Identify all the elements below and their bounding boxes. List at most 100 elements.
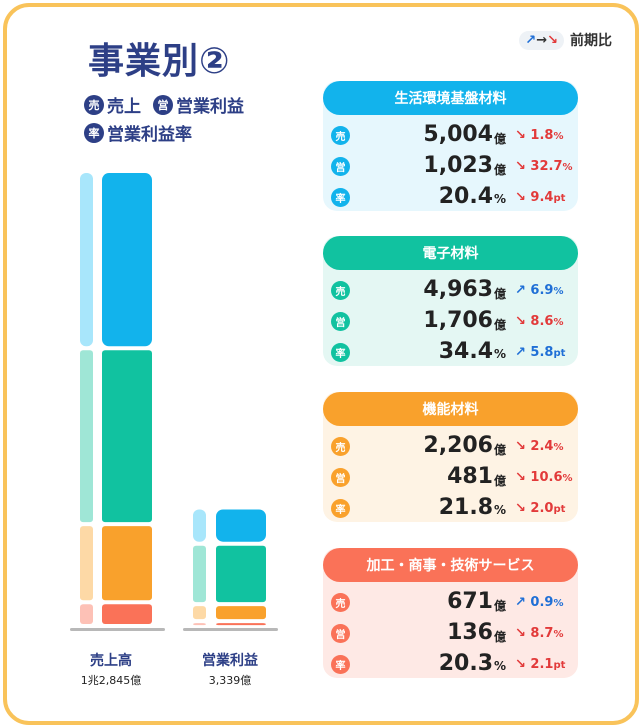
metric-value: 136 bbox=[447, 620, 493, 645]
metric-tag-icon: 売 bbox=[331, 593, 350, 612]
metric-change: ↘ 8.6% bbox=[515, 314, 563, 329]
trend-up-icon: ↗ bbox=[515, 595, 531, 610]
compare-label: 前期比 bbox=[570, 33, 612, 49]
segment-card-title: 加工・商事・技術サービス bbox=[323, 548, 578, 582]
x-label-sales: 売上高 bbox=[90, 653, 132, 669]
trend-down-icon: ↘ bbox=[515, 501, 531, 516]
trend-down-icon: ↘ bbox=[515, 314, 531, 329]
x-total-sales: 1兆2,845億 bbox=[80, 674, 142, 687]
metric-change-unit: % bbox=[553, 131, 564, 142]
metric-change-unit: % bbox=[553, 442, 564, 453]
metric-row: 売 671 億 ↗ 0.9% bbox=[323, 587, 578, 618]
metric-value: 20.3 bbox=[438, 651, 493, 676]
metric-change-unit: pt bbox=[553, 193, 566, 204]
metric-tag-icon: 売 bbox=[331, 126, 350, 145]
trend-down-icon: ↘ bbox=[515, 190, 531, 205]
metric-tag-icon: 売 bbox=[331, 437, 350, 456]
metric-tag-icon: 営 bbox=[331, 468, 350, 487]
metric-tag-icon: 営 bbox=[331, 312, 350, 331]
metric-change: ↘ 2.0pt bbox=[515, 501, 565, 516]
segment-card-title: 生活環境基盤材料 bbox=[323, 81, 578, 115]
bar-0-shadow-1 bbox=[80, 350, 93, 523]
metric-unit: 億 bbox=[494, 630, 507, 644]
compare-arrows: ↗→↘ bbox=[519, 30, 564, 50]
metric-unit: 億 bbox=[494, 443, 507, 457]
metric-value: 5,004 bbox=[423, 122, 493, 147]
metric-change: ↘ 1.8% bbox=[515, 128, 563, 143]
metric-unit: % bbox=[494, 192, 507, 206]
metric-change: ↘ 8.7% bbox=[515, 626, 563, 641]
metric-change-value: 6.9 bbox=[530, 283, 554, 298]
metric-value: 1,023 bbox=[423, 153, 493, 178]
metric-change-value: 1.8 bbox=[530, 128, 554, 143]
metric-tag-icon: 率 bbox=[331, 188, 350, 207]
metric-value: 671 bbox=[447, 589, 493, 614]
segment-card: 電子材料売 4,963 億 ↗ 6.9% 営 1,706 億 ↘ 8.6% 率 34.4% ↗ 5.… bbox=[323, 236, 578, 366]
bar-0-shadow-3 bbox=[80, 604, 93, 624]
metric-row: 売 4,963 億 ↗ 6.9% bbox=[323, 275, 578, 306]
page-title: 事業別② bbox=[88, 41, 231, 82]
metric-tag-icon: 率 bbox=[331, 655, 350, 674]
metric-change-unit: % bbox=[562, 162, 573, 173]
bar-1-shadow-2 bbox=[193, 606, 206, 620]
metric-change-unit: % bbox=[553, 629, 564, 640]
metric-change-unit: pt bbox=[553, 660, 566, 671]
bar-0-shadow-0 bbox=[80, 173, 93, 347]
metric-unit: % bbox=[494, 659, 507, 673]
metric-change: ↘ 32.7% bbox=[515, 159, 573, 174]
metric-value: 20.4 bbox=[438, 184, 493, 209]
metric-unit: % bbox=[494, 503, 507, 517]
bar-1-seg-1 bbox=[216, 545, 266, 603]
x-label-profit: 営業利益 bbox=[202, 653, 258, 669]
metric-change: ↘ 2.1pt bbox=[515, 657, 565, 672]
metric-change-value: 10.6 bbox=[530, 470, 563, 485]
metric-change-unit: pt bbox=[553, 348, 566, 359]
bar-0-shadow-2 bbox=[80, 526, 93, 601]
rate-tag-icon: 率 bbox=[84, 122, 104, 143]
metric-change: ↘ 10.6% bbox=[515, 470, 573, 485]
metric-value: 34.4 bbox=[438, 339, 493, 364]
metric-row: 率 20.4% ↘ 9.4pt bbox=[323, 182, 578, 213]
metric-value: 1,706 bbox=[423, 308, 493, 333]
metric-row: 売 2,206 億 ↘ 2.4% bbox=[323, 431, 578, 462]
trend-down-icon: ↘ bbox=[515, 657, 531, 672]
metric-change-unit: % bbox=[553, 286, 564, 297]
profit-tag-icon: 営 bbox=[153, 94, 173, 115]
bar-1-seg-3 bbox=[216, 623, 266, 626]
metric-change-value: 2.0 bbox=[530, 501, 554, 516]
stacked-bar-chart bbox=[70, 173, 278, 631]
segment-card-title: 機能材料 bbox=[323, 392, 578, 426]
bar-0-seg-3 bbox=[102, 604, 152, 624]
legend-rate: 営業利益率 bbox=[107, 125, 192, 145]
segment-card: 機能材料売 2,206 億 ↘ 2.4% 営 481 億 ↘ 10.6% 率 21.8% ↘ 2.0… bbox=[323, 392, 578, 522]
metric-row: 率 21.8% ↘ 2.0pt bbox=[323, 493, 578, 524]
metric-change-value: 5.8 bbox=[530, 345, 554, 360]
metric-change: ↘ 9.4pt bbox=[515, 190, 565, 205]
metric-value: 21.8 bbox=[438, 495, 493, 520]
metric-change-value: 8.6 bbox=[530, 314, 554, 329]
metric-change: ↘ 2.4% bbox=[515, 439, 563, 454]
metric-tag-icon: 率 bbox=[331, 499, 350, 518]
metric-row: 営 136 億 ↘ 8.7% bbox=[323, 618, 578, 649]
sales-tag-icon: 売 bbox=[84, 94, 104, 115]
x-total-profit: 3,339億 bbox=[208, 674, 252, 687]
metric-row: 営 481 億 ↘ 10.6% bbox=[323, 462, 578, 493]
trend-up-icon: ↗ bbox=[515, 283, 531, 298]
metric-change-value: 2.1 bbox=[530, 657, 554, 672]
metric-tag-icon: 売 bbox=[331, 281, 350, 300]
metric-unit: 億 bbox=[494, 163, 507, 177]
metric-change-value: 8.7 bbox=[530, 626, 554, 641]
metric-row: 営 1,023 億 ↘ 32.7% bbox=[323, 151, 578, 182]
metric-change: ↗ 0.9% bbox=[515, 595, 563, 610]
metric-tag-icon: 率 bbox=[331, 343, 350, 362]
metric-row: 率 34.4% ↗ 5.8pt bbox=[323, 337, 578, 368]
metric-change-unit: pt bbox=[553, 504, 566, 515]
bar-1-shadow-1 bbox=[193, 545, 206, 603]
metric-value: 481 bbox=[447, 464, 493, 489]
legend-profit: 営業利益 bbox=[176, 97, 244, 117]
trend-down-icon: ↘ bbox=[515, 626, 531, 641]
bar-1-seg-0 bbox=[216, 509, 266, 542]
trend-down-icon: ↘ bbox=[515, 470, 531, 485]
segment-card: 加工・商事・技術サービス売 671 億 ↗ 0.9% 営 136 億 ↘ 8.7% 率 20.3%… bbox=[323, 548, 578, 678]
baseline-sales bbox=[70, 628, 165, 631]
